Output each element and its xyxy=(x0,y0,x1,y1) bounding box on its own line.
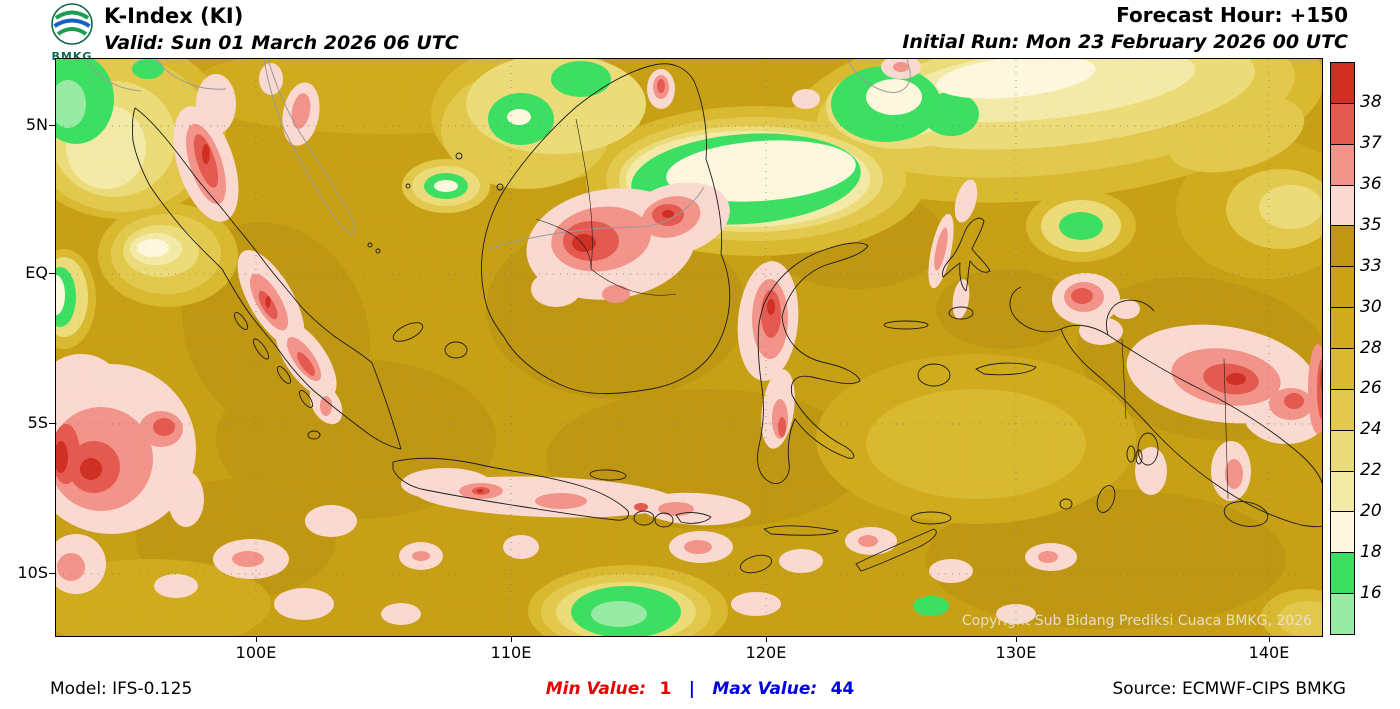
source-label: Source: ECMWF-CIPS BMKG xyxy=(1112,679,1346,699)
coastlines-gray xyxy=(85,59,911,250)
forecast-hour-label: Forecast Hour: +150 xyxy=(1116,3,1348,27)
legend-label: 16 xyxy=(1360,583,1382,604)
lon-label: 100E xyxy=(235,643,277,662)
legend-band xyxy=(1330,307,1355,350)
legend-band xyxy=(1330,102,1355,145)
model-label: Model: IFS-0.125 xyxy=(50,679,193,699)
legend-colorbar xyxy=(1330,62,1355,636)
legend-label: 38 xyxy=(1360,91,1382,112)
lat-tick xyxy=(49,273,55,274)
map-svg: Copyright Sub Bidang Prediksi Cuaca BMKG… xyxy=(56,59,1322,636)
legend-band xyxy=(1330,184,1355,227)
lon-tick xyxy=(766,637,767,642)
stipple-overlay xyxy=(56,59,1322,636)
map-area: Copyright Sub Bidang Prediksi Cuaca BMKG… xyxy=(55,58,1323,637)
min-value-label: Min Value: xyxy=(545,679,647,699)
legend-label: 33 xyxy=(1360,255,1382,276)
legend-band xyxy=(1330,511,1355,554)
initial-run-label: Initial Run: Mon 23 February 2026 00 UTC xyxy=(902,31,1348,53)
max-value-label: Max Value: xyxy=(712,679,818,699)
lat-tick xyxy=(49,423,55,424)
page-title: K-Index (KI) xyxy=(104,4,244,28)
legend-label: 36 xyxy=(1360,173,1382,194)
valid-time-label: Valid: Sun 01 March 2026 06 UTC xyxy=(104,32,459,55)
legend-band xyxy=(1330,470,1355,513)
minmax-separator: | xyxy=(688,679,695,699)
legend-band xyxy=(1330,348,1355,390)
legend-band xyxy=(1330,593,1355,636)
lat-label: 5N xyxy=(25,115,48,134)
legend-band xyxy=(1330,143,1355,186)
legend-labels: 38 37 36 35 33 30 28 26 24 22 20 18 16 xyxy=(1360,62,1398,635)
legend-band xyxy=(1330,552,1355,595)
lon-tick xyxy=(1016,637,1017,642)
graticule xyxy=(56,59,1322,636)
min-value: 1 xyxy=(659,679,672,699)
lat-label: 10S xyxy=(17,563,48,582)
lat-tick xyxy=(49,125,55,126)
lon-label: 140E xyxy=(1248,643,1290,662)
bmkg-logo: BMKG xyxy=(46,2,98,63)
lon-label: 120E xyxy=(745,643,787,662)
legend-band xyxy=(1330,225,1355,268)
minmax-line: Min Value: 1 | Max Value: 44 xyxy=(440,679,960,699)
lon-tick xyxy=(1269,637,1270,642)
legend-band xyxy=(1330,429,1355,472)
lat-label: 5S xyxy=(27,413,48,432)
legend-label: 35 xyxy=(1360,214,1382,235)
lon-label: 110E xyxy=(490,643,532,662)
legend-band xyxy=(1330,62,1355,104)
map-copyright: Copyright Sub Bidang Prediksi Cuaca BMKG… xyxy=(962,613,1312,629)
legend-label: 24 xyxy=(1360,419,1382,440)
legend-band xyxy=(1330,388,1355,431)
coastlines xyxy=(131,63,1322,574)
bmkg-logo-icon xyxy=(51,3,93,45)
legend-band xyxy=(1330,266,1355,309)
legend-label: 18 xyxy=(1360,542,1382,563)
lon-tick xyxy=(511,637,512,642)
legend-label: 30 xyxy=(1360,296,1382,317)
max-value: 44 xyxy=(830,679,855,699)
lat-tick xyxy=(49,573,55,574)
legend-label: 28 xyxy=(1360,337,1382,358)
lon-label: 130E xyxy=(995,643,1037,662)
legend-label: 20 xyxy=(1360,501,1382,522)
lat-label: EQ xyxy=(25,263,48,282)
legend-label: 37 xyxy=(1360,132,1382,153)
legend-label: 26 xyxy=(1360,378,1382,399)
header-right: Forecast Hour: +150 Initial Run: Mon 23 … xyxy=(902,3,1348,54)
lon-tick xyxy=(256,637,257,642)
legend-label: 22 xyxy=(1360,460,1382,481)
header-left: K-Index (KI) Valid: Sun 01 March 2026 06… xyxy=(104,4,459,54)
